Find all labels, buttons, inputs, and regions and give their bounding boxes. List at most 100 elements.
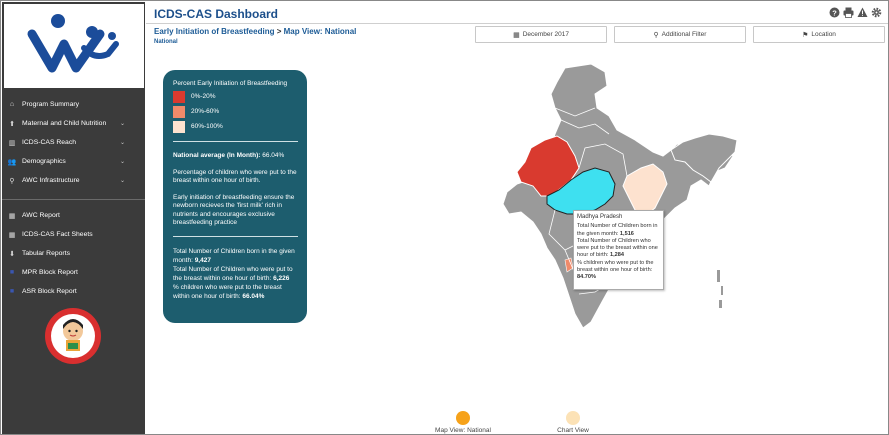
legend-title: Percent Early Initiation of Breastfeedin… xyxy=(173,80,288,87)
map-pin-icon: ⚲ xyxy=(9,177,15,185)
stat-pct-value: 66.04% xyxy=(242,292,265,300)
sidebar: ⌂ Program Summary ⬆ Maternal and Child N… xyxy=(2,2,145,434)
legend-item: 60%-100% xyxy=(173,120,298,133)
report-icon: ■ xyxy=(9,269,15,276)
breadcrumb: Early Initiation of Breastfeeding > Map … xyxy=(154,27,356,36)
national-stats: Total Number of Children born in the giv… xyxy=(173,247,298,301)
legend-label: 0%-20% xyxy=(191,93,216,100)
legend-item: 0%-20% xyxy=(173,90,298,103)
download-icon: ⬇ xyxy=(9,250,15,258)
map-region-east[interactable] xyxy=(622,163,668,217)
table-icon: ▦ xyxy=(8,212,16,220)
stat-pct-label: % children who were put to the breast wi… xyxy=(173,283,282,300)
legend-swatch xyxy=(173,120,185,133)
panel-divider xyxy=(173,141,298,142)
map-region-andaman[interactable] xyxy=(717,270,720,282)
beti-bachao-logo xyxy=(44,307,102,365)
gear-icon[interactable] xyxy=(871,7,882,18)
sidebar-item-tabular-reports[interactable]: ⬇ Tabular Reports xyxy=(2,244,145,263)
india-map[interactable] xyxy=(495,63,741,331)
sidebar-item-label: Maternal and Child Nutrition xyxy=(22,120,107,127)
tooltip-pct-value: 84.70% xyxy=(577,274,596,281)
users-icon: 👥 xyxy=(7,158,17,166)
sidebar-item-label: Demographics xyxy=(22,158,66,165)
sidebar-item-icds-cas-reach[interactable]: ▥ ICDS-CAS Reach ⌄ xyxy=(2,133,145,152)
sidebar-item-label: AWC Report xyxy=(22,212,60,219)
tooltip-put-value: 1,284 xyxy=(609,252,624,259)
location-label: National xyxy=(154,39,178,45)
help-icon[interactable]: ? xyxy=(829,7,840,18)
app-title: ICDS-CAS Dashboard xyxy=(154,7,279,21)
legend-label: 60%-100% xyxy=(191,123,223,130)
national-average: National average (In Month): 66.04% xyxy=(173,152,298,161)
sidebar-item-label: AWC Infrastructure xyxy=(22,177,80,184)
sidebar-item-awc-infrastructure[interactable]: ⚲ AWC Infrastructure ⌄ xyxy=(2,171,145,190)
info-panel: Percent Early Initiation of Breastfeedin… xyxy=(163,70,307,323)
date-filter-button[interactable]: ▦ December 2017 xyxy=(475,26,607,43)
sidebar-item-label: ICDS-CAS Reach xyxy=(22,139,77,146)
search-icon: ⚲ xyxy=(653,31,659,39)
map-view-label: Map View: National xyxy=(435,427,491,434)
tooltip-put-label: Total Number of Children who were put to… xyxy=(577,237,658,259)
home-icon: ⌂ xyxy=(9,101,15,108)
svg-text:?: ? xyxy=(832,8,837,17)
sidebar-item-maternal-child-nutrition[interactable]: ⬆ Maternal and Child Nutrition ⌄ xyxy=(2,114,145,133)
legend-item: 20%-60% xyxy=(173,105,298,118)
map-region-northeast[interactable] xyxy=(670,133,738,183)
table-icon: ▦ xyxy=(8,231,16,239)
tooltip-pct-label: % children who were put to the breast wi… xyxy=(577,259,654,274)
sidebar-item-label: Program Summary xyxy=(22,101,80,108)
stat-put-label: Total Number of Children who were put to… xyxy=(173,265,293,282)
indicator-description: Percentage of children who were put to t… xyxy=(173,168,297,185)
upload-icon: ⬆ xyxy=(9,120,15,128)
calendar-icon: ▦ xyxy=(513,31,520,39)
warning-icon[interactable] xyxy=(857,7,868,18)
breadcrumb-separator: > xyxy=(276,27,282,36)
additional-filter-label: Additional Filter xyxy=(661,31,707,38)
chart-view-toggle[interactable]: Chart View xyxy=(541,411,605,434)
map-region-madhya-pradesh[interactable] xyxy=(546,167,616,215)
location-filter-label: Location xyxy=(811,31,836,38)
sidebar-nav: ⌂ Program Summary ⬆ Maternal and Child N… xyxy=(2,95,145,301)
sidebar-divider xyxy=(2,199,145,200)
breadcrumb-view: Map View: National xyxy=(283,27,357,36)
chart-view-dot xyxy=(566,411,580,425)
sidebar-item-mpr-block-report[interactable]: ■ MPR Block Report xyxy=(2,263,145,282)
map-tooltip: Madhya Pradesh Total Number of Children … xyxy=(573,210,664,290)
sidebar-item-program-summary[interactable]: ⌂ Program Summary xyxy=(2,95,145,114)
date-filter-label: December 2017 xyxy=(522,31,569,38)
map-marker-icon: ⚑ xyxy=(802,31,809,39)
breadcrumb-indicator[interactable]: Early Initiation of Breastfeeding xyxy=(154,27,275,36)
chevron-down-icon: ⌄ xyxy=(119,159,125,165)
report-icon: ■ xyxy=(9,288,15,295)
print-icon[interactable] xyxy=(843,7,854,18)
tooltip-put: Total Number of Children who were put to… xyxy=(577,238,660,260)
sidebar-item-label: ASR Block Report xyxy=(22,288,77,295)
sidebar-item-demographics[interactable]: 👥 Demographics ⌄ xyxy=(2,152,145,171)
map-view-dot xyxy=(456,411,470,425)
sidebar-item-awc-report[interactable]: ▦ AWC Report xyxy=(2,206,145,225)
tooltip-state-name: Madhya Pradesh xyxy=(577,214,623,220)
tooltip-pct: % children who were put to the breast wi… xyxy=(577,260,660,282)
chevron-down-icon: ⌄ xyxy=(119,121,125,127)
tooltip-born: Total Number of Children born in the giv… xyxy=(577,223,660,238)
chevron-down-icon: ⌄ xyxy=(119,178,125,184)
indicator-explanation: Early initiation of breastfeeding ensure… xyxy=(173,193,295,227)
location-filter-button[interactable]: ⚑ Location xyxy=(753,26,885,43)
panel-divider xyxy=(173,235,298,237)
sidebar-item-asr-block-report[interactable]: ■ ASR Block Report xyxy=(2,282,145,301)
sidebar-item-label: Tabular Reports xyxy=(22,250,70,257)
icds-logo[interactable] xyxy=(4,4,144,88)
tooltip-born-value: 1,516 xyxy=(619,230,634,237)
sidebar-item-fact-sheets[interactable]: ▦ ICDS-CAS Fact Sheets xyxy=(2,225,145,244)
header-divider xyxy=(146,23,888,24)
stat-born-label: Total Number of Children born in the giv… xyxy=(173,247,295,264)
chart-icon: ▥ xyxy=(8,139,16,147)
sidebar-item-label: ICDS-CAS Fact Sheets xyxy=(22,231,93,238)
stat-born-value: 9,427 xyxy=(194,256,211,264)
legend-swatch xyxy=(173,105,185,118)
map-view-toggle[interactable]: Map View: National xyxy=(427,411,499,434)
national-average-value: 66.04% xyxy=(262,152,285,159)
additional-filter-button[interactable]: ⚲ Additional Filter xyxy=(614,26,746,43)
